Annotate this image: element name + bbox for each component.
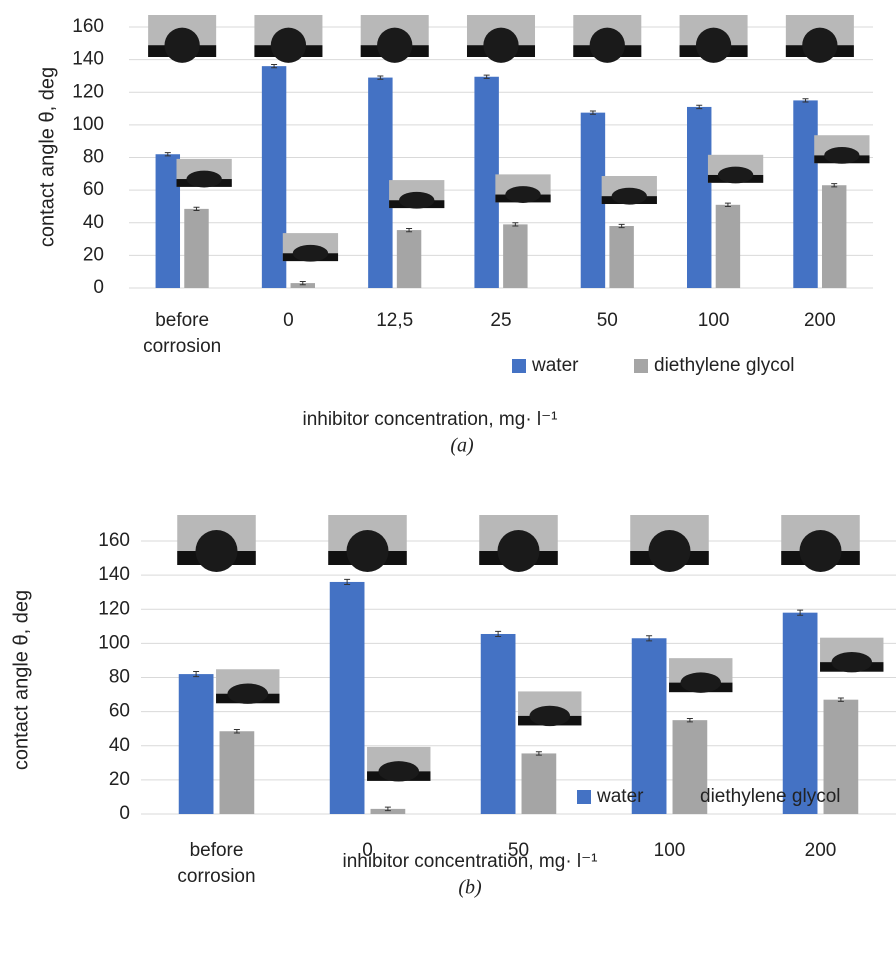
y-tick-label: 60	[109, 701, 130, 722]
droplet	[824, 147, 859, 164]
bar	[397, 230, 421, 288]
y-axis-label: contact angle θ, deg	[36, 67, 58, 247]
legend-swatch	[680, 790, 694, 804]
x-tick-label: 0	[308, 838, 428, 864]
bar	[793, 100, 817, 288]
droplet	[649, 530, 691, 572]
y-tick-label: 140	[72, 49, 104, 70]
page: 0 20 40 60 80 100 120 140 160 contact angle θ, de…	[0, 0, 896, 962]
y-axis-label: contact angle θ, deg	[10, 590, 32, 770]
droplet	[718, 167, 753, 184]
bar	[156, 154, 180, 288]
droplet	[696, 28, 731, 63]
figure: 0 20 40 60 80 100 120 140 160 contact angle θ, de…	[0, 0, 896, 962]
x-tick-label: 100	[654, 308, 774, 334]
y-tick-label: 160	[98, 530, 130, 551]
x-tick-label: 25	[441, 308, 561, 334]
droplet	[271, 28, 306, 63]
legend-label: water	[531, 355, 579, 376]
bar	[609, 226, 633, 288]
droplet	[680, 672, 721, 692]
legend-swatch	[577, 790, 591, 804]
droplet	[227, 684, 268, 704]
panel-caption: (a)	[450, 435, 474, 457]
bar	[503, 224, 527, 288]
bar	[220, 731, 255, 814]
x-axis-label: inhibitor concentration, mg· l⁻¹	[302, 409, 557, 430]
legend-swatch	[634, 359, 648, 373]
y-tick-label: 0	[93, 277, 104, 298]
droplet	[165, 28, 200, 63]
error-bar	[165, 153, 171, 156]
y-tick-label: 100	[98, 632, 130, 653]
x-tick-label: 0	[228, 308, 348, 334]
droplet	[800, 530, 842, 572]
bar	[481, 634, 516, 814]
droplet	[529, 706, 570, 726]
bar	[368, 78, 392, 288]
y-tick-label: 60	[83, 179, 104, 200]
y-tick-label: 20	[109, 769, 130, 790]
y-tick-label: 40	[83, 212, 104, 233]
y-tick-label: 80	[109, 667, 130, 688]
droplet	[293, 245, 328, 262]
legend-label: diethylene glycol	[654, 355, 794, 376]
bar	[522, 753, 557, 814]
bar	[330, 582, 365, 814]
droplet	[377, 28, 412, 63]
bar	[262, 66, 286, 288]
droplet	[505, 186, 540, 203]
panel-caption: (b)	[458, 877, 482, 899]
droplet	[831, 652, 872, 672]
x-tick-label: 200	[761, 838, 881, 864]
x-tick-label: before corrosion	[157, 838, 277, 890]
bar	[783, 613, 818, 814]
droplet	[347, 530, 389, 572]
x-tick-label: 50	[547, 308, 667, 334]
bar	[687, 107, 711, 288]
bar	[184, 209, 208, 288]
y-tick-label: 0	[119, 803, 130, 824]
y-tick-label: 100	[72, 114, 104, 135]
droplet	[612, 188, 647, 205]
bar	[716, 205, 740, 288]
y-tick-label: 80	[83, 147, 104, 168]
droplet	[802, 28, 837, 63]
droplet	[483, 28, 518, 63]
x-tick-label: 50	[459, 838, 579, 864]
droplet	[196, 530, 238, 572]
x-tick-label: 100	[610, 838, 730, 864]
y-tick-label: 140	[98, 564, 130, 585]
x-tick-label: before corrosion	[122, 308, 242, 360]
droplet	[590, 28, 625, 63]
legend-label: diethylene glycol	[700, 786, 840, 807]
droplet	[498, 530, 540, 572]
legend-swatch	[512, 359, 526, 373]
y-tick-label: 20	[83, 244, 104, 265]
droplet	[378, 761, 419, 781]
droplet	[399, 192, 434, 209]
y-tick-label: 120	[72, 81, 104, 102]
bar	[179, 674, 214, 814]
x-tick-label: 12,5	[335, 308, 455, 334]
bar	[581, 113, 605, 288]
bar	[474, 77, 498, 288]
y-tick-label: 120	[98, 598, 130, 619]
legend-label: water	[596, 786, 644, 807]
x-tick-label: 200	[760, 308, 880, 334]
y-tick-label: 160	[72, 16, 104, 37]
droplet	[186, 171, 221, 188]
y-tick-label: 40	[109, 735, 130, 756]
bar	[822, 185, 846, 288]
